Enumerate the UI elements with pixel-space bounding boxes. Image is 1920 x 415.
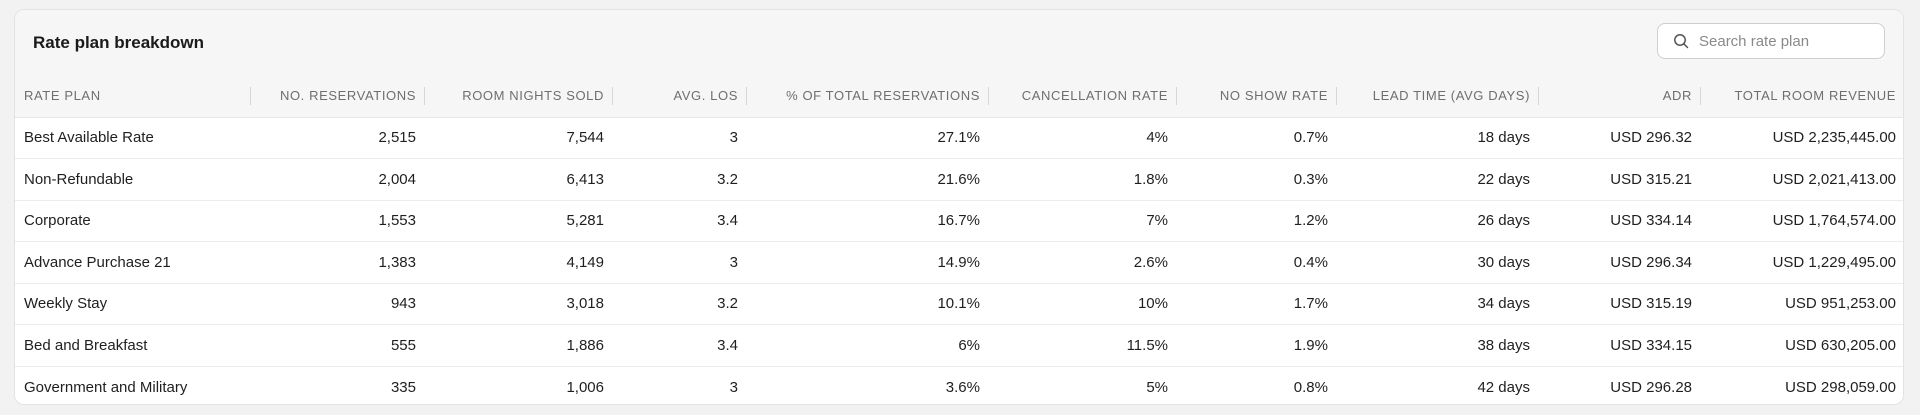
cell-adr: USD 334.15 [1539, 324, 1701, 367]
cell-pct-total: 14.9% [747, 241, 989, 284]
cell-rate-plan: Corporate [15, 200, 251, 242]
cell-avg-los: 3 [613, 117, 747, 159]
cell-revenue: USD 1,229,495.00 [1701, 241, 1903, 284]
search-icon [1674, 34, 1689, 49]
column-header-room-nights[interactable]: ROOM NIGHTS SOLD [425, 75, 613, 118]
table-row[interactable]: Corporate 1,553 5,281 3.4 16.7% 7% 1.2% 26 days… [15, 200, 1903, 242]
cell-no-show: 0.4% [1177, 241, 1337, 284]
cell-cancel-rate: 5% [1146, 378, 1168, 396]
cell-reservations: 2,004 [251, 158, 425, 201]
table-header-row: RATE PLAN NO. RESERVATIONS ROOM NIGHTS S… [15, 75, 1903, 118]
cell-rate-plan: Bed and Breakfast [15, 324, 251, 367]
cell-lead-time: 30 days [1337, 241, 1539, 284]
cell-avg-los: 3 [729, 378, 738, 396]
cell-reservations: 1,553 [251, 200, 425, 242]
cell-pct-total: 6% [747, 324, 989, 367]
cell-avg-los: 3.2 [613, 158, 747, 201]
column-header-revenue[interactable]: TOTAL ROOM REVENUE [1701, 75, 1903, 118]
cell-reservations: 335 [390, 378, 416, 396]
cell-rate-plan: Government and Military [24, 378, 188, 396]
cell-cancel-rate: 2.6% [989, 241, 1177, 284]
cell-adr: USD 296.34 [1539, 241, 1701, 284]
cell-adr: USD 334.14 [1539, 200, 1701, 242]
card-header: Rate plan breakdown [15, 10, 1903, 75]
cell-cancel-rate: 10% [989, 283, 1177, 325]
cell-adr: USD 315.19 [1539, 283, 1701, 325]
cell-room-nights: 5,281 [425, 200, 613, 242]
cell-revenue: USD 951,253.00 [1701, 283, 1903, 325]
cell-no-show: 1.7% [1177, 283, 1337, 325]
column-header-rate-plan[interactable]: RATE PLAN [15, 75, 251, 118]
cell-pct-total: 21.6% [747, 158, 989, 201]
cell-no-show: 0.3% [1177, 158, 1337, 201]
cell-cancel-rate: 1.8% [989, 158, 1177, 201]
card-title: Rate plan breakdown [33, 33, 204, 52]
cell-lead-time: 34 days [1337, 283, 1539, 325]
cell-revenue: USD 298,059.00 [1785, 378, 1896, 396]
cell-no-show: 0.8% [1293, 378, 1328, 396]
column-header-reservations[interactable]: NO. RESERVATIONS [251, 75, 425, 118]
column-header-lead-time[interactable]: LEAD TIME (AVG DAYS) [1337, 75, 1539, 118]
cell-cancel-rate: 7% [989, 200, 1177, 242]
table-row[interactable]: Advance Purchase 21 1,383 4,149 3 14.9% 2.6% 0… [15, 241, 1903, 284]
cell-pct-total: 3.6% [945, 378, 980, 396]
search-box[interactable] [1657, 23, 1885, 59]
cell-cancel-rate: 11.5% [989, 324, 1177, 367]
cell-room-nights: 7,544 [425, 117, 613, 159]
cell-room-nights: 1,886 [425, 324, 613, 367]
rate-plan-breakdown-card: Rate plan breakdown RATE PLAN NO. RE [14, 9, 1904, 405]
cell-room-nights: 1,006 [566, 378, 604, 396]
cell-revenue: USD 2,021,413.00 [1701, 158, 1903, 201]
cell-avg-los: 3.2 [613, 283, 747, 325]
column-header-avg-los[interactable]: AVG. LOS [613, 75, 747, 118]
cell-rate-plan: Best Available Rate [15, 117, 251, 159]
cell-rate-plan: Advance Purchase 21 [15, 241, 251, 284]
cell-lead-time: 38 days [1337, 324, 1539, 367]
rate-plan-table: RATE PLAN NO. RESERVATIONS ROOM NIGHTS S… [15, 75, 1903, 404]
cell-revenue: USD 1,764,574.00 [1701, 200, 1903, 242]
cell-avg-los: 3.4 [613, 324, 747, 367]
column-header-cancellation-rate[interactable]: CANCELLATION RATE [989, 75, 1177, 118]
cell-lead-time: 42 days [1477, 378, 1530, 396]
cell-lead-time: 26 days [1337, 200, 1539, 242]
cell-lead-time: 18 days [1337, 117, 1539, 159]
cell-no-show: 0.7% [1177, 117, 1337, 159]
cell-lead-time: 22 days [1337, 158, 1539, 201]
table-row[interactable]: Non-Refundable 2,004 6,413 3.2 21.6% 1.8% 0.3%… [15, 158, 1903, 201]
cell-reservations: 1,383 [251, 241, 425, 284]
cell-pct-total: 16.7% [747, 200, 989, 242]
cell-room-nights: 6,413 [425, 158, 613, 201]
search-input[interactable] [1699, 32, 1859, 50]
cell-room-nights: 3,018 [425, 283, 613, 325]
cell-no-show: 1.2% [1177, 200, 1337, 242]
cell-no-show: 1.9% [1177, 324, 1337, 367]
cell-reservations: 943 [251, 283, 425, 325]
cell-adr: USD 296.28 [1610, 378, 1692, 396]
cell-adr: USD 315.21 [1539, 158, 1701, 201]
cell-pct-total: 10.1% [747, 283, 989, 325]
cell-avg-los: 3 [613, 241, 747, 284]
cell-cancel-rate: 4% [989, 117, 1177, 159]
column-header-no-show-rate[interactable]: NO SHOW RATE [1177, 75, 1337, 118]
cell-room-nights: 4,149 [425, 241, 613, 284]
column-header-adr[interactable]: ADR [1539, 75, 1701, 118]
cell-reservations: 2,515 [251, 117, 425, 159]
column-header-pct-total[interactable]: % OF TOTAL RESERVATIONS [747, 75, 989, 118]
table-row[interactable]: Government and Military 335 1,006 3 3.6% 5% 0.… [15, 366, 1903, 404]
table-row[interactable]: Weekly Stay 943 3,018 3.2 10.1% 10% 1.7% 34 day… [15, 283, 1903, 325]
cell-adr: USD 296.32 [1539, 117, 1701, 159]
cell-revenue: USD 2,235,445.00 [1701, 117, 1903, 159]
cell-revenue: USD 630,205.00 [1701, 324, 1903, 367]
cell-avg-los: 3.4 [613, 200, 747, 242]
cell-pct-total: 27.1% [747, 117, 989, 159]
cell-reservations: 555 [251, 324, 425, 367]
table-row[interactable]: Best Available Rate 2,515 7,544 3 27.1% 4% 0.7… [15, 117, 1903, 159]
cell-rate-plan: Non-Refundable [15, 158, 251, 201]
cell-rate-plan: Weekly Stay [15, 283, 251, 325]
table-row[interactable]: Bed and Breakfast 555 1,886 3.4 6% 11.5% 1.9% 3… [15, 324, 1903, 367]
